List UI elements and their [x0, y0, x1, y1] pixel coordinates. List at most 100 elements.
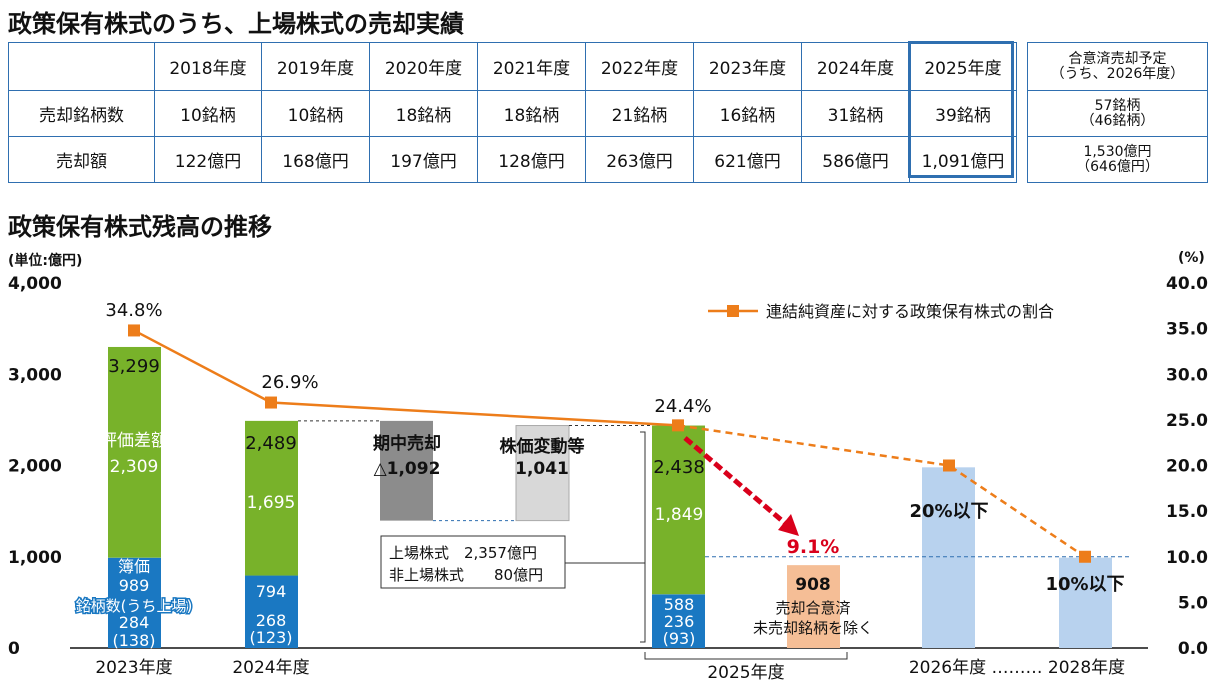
sale-bar [380, 420, 433, 521]
count-2024: 268 [256, 611, 287, 630]
count-listed-2023: (138) [112, 631, 155, 650]
right-tick-label: 20.0 [1166, 457, 1208, 477]
ratio-line-target [677, 424, 1086, 558]
left-tick-label: 2,000 [8, 457, 62, 477]
left-tick-label: 4,000 [8, 274, 62, 294]
book-value-2023: 989 [119, 576, 150, 595]
breakdown-listed: 上場株式 2,357億円 [389, 544, 537, 562]
sale-label: 期中売却 [373, 433, 441, 454]
ratio-label-2023: 34.8% [105, 300, 162, 321]
table-corner [8, 42, 155, 91]
price-value: 1,041 [515, 459, 569, 479]
eval-value-2025: 1,849 [655, 505, 704, 525]
eval-value-2023: 2,309 [110, 457, 159, 477]
right-tick-label: 35.0 [1166, 320, 1208, 340]
count-listed-2024: (123) [249, 628, 292, 647]
count-listed-2025: (93) [663, 629, 696, 648]
table-cell: 263億円 [585, 136, 694, 183]
after-sale-value: 908 [795, 575, 831, 595]
table-cell: 197億円 [369, 136, 478, 183]
total-label-2023: 3,299 [108, 356, 160, 377]
book-bar-2023 [108, 557, 161, 648]
balance-title: 政策保有株式残高の推移 [8, 213, 272, 241]
left-tick-label: 0 [8, 639, 20, 659]
price-label: 株価変動等 [500, 436, 585, 457]
ratio-line-actual [133, 329, 679, 427]
ratio-marker [943, 459, 955, 472]
bracket-2025 [640, 431, 646, 643]
right-tick-label: 0.0 [1178, 639, 1208, 659]
right-tick-label: 30.0 [1166, 365, 1208, 385]
after-sale-bar [787, 565, 840, 648]
eval-label: 評価差額 [100, 431, 168, 451]
table-row: 売却額 122億円 168億円 197億円 128億円 263億円 621億円 … [8, 136, 1017, 183]
table-cell: 39銘柄 [909, 90, 1017, 137]
count-2023: 284 [119, 613, 150, 632]
book-value-2024: 794 [256, 582, 287, 601]
eval-bar-2024 [245, 420, 298, 576]
book-bar-2024 [245, 575, 298, 648]
x-label-2025: 2025年度 [707, 663, 784, 683]
ratio-marker [265, 396, 277, 409]
ratio-marker [672, 419, 684, 432]
count-label: 銘柄数(うち上場) [76, 597, 193, 615]
count-2025: 236 [664, 612, 695, 631]
row-label: 売却銘柄数 [8, 90, 155, 137]
table-cell: 621億円 [693, 136, 802, 183]
target-label-2028: 10%以下 [1045, 574, 1124, 595]
price-change-bar [515, 425, 570, 522]
ratio-label-2025: 24.4% [654, 396, 711, 417]
year-header: 2022年度 [585, 42, 694, 91]
book-value-2025: 588 [664, 595, 695, 614]
eval-bar-2025 [652, 425, 705, 595]
table-cell: 31銘柄 [801, 90, 910, 137]
table-cell: 21銘柄 [585, 90, 694, 137]
left-tick-label: 3,000 [8, 365, 62, 385]
plan-amount: 1,530億円 （646億円） [1027, 136, 1208, 183]
plan-count: 57銘柄 （46銘柄） [1027, 90, 1208, 137]
plan-table: 合意済売却予定 （うち、2026年度） 57銘柄 （46銘柄） 1,530億円 （64… [1027, 42, 1208, 183]
x-bracket-2025 [644, 652, 848, 660]
table-cell: 586億円 [801, 136, 910, 183]
breakdown-unlisted: 非上場株式 80億円 [389, 566, 543, 584]
year-header: 2019年度 [261, 42, 370, 91]
legend-label: 連結純資産に対する政策保有株式の割合 [766, 302, 1054, 321]
table-header-row: 2018年度 2019年度 2020年度 2021年度 2022年度 2023年… [8, 42, 1017, 91]
ratio-marker [1079, 550, 1091, 563]
right-tick-label: 40.0 [1166, 274, 1208, 294]
table-row: 売却銘柄数 10銘柄 10銘柄 18銘柄 18銘柄 21銘柄 16銘柄 31銘柄… [8, 90, 1017, 137]
table-cell: 168億円 [261, 136, 370, 183]
target-bar-2028 [1059, 557, 1112, 648]
target-bar-2026 [922, 467, 975, 648]
x-label-2023: 2023年度 [95, 658, 172, 678]
table-cell: 128億円 [477, 136, 586, 183]
ratio-marker [128, 324, 140, 337]
table-cell: 122億円 [154, 136, 262, 183]
left-tick-label: 1,000 [8, 548, 62, 568]
right-tick-label: 5.0 [1178, 593, 1208, 613]
right-tick-label: 10.0 [1166, 548, 1208, 568]
x-label-2026-2028: 2026年度 ……… 2028年度 [909, 658, 1125, 678]
x-label-2024: 2024年度 [232, 658, 309, 678]
right-axis-unit: (%) [1178, 250, 1205, 266]
after-sale-percent: 9.1% [787, 536, 840, 558]
total-label-2024: 2,489 [245, 433, 297, 454]
reduction-arrow [683, 436, 788, 526]
sales-title: 政策保有株式のうち、上場株式の売却実績 [8, 10, 464, 38]
ratio-label-2024: 26.9% [261, 372, 318, 393]
left-axis-unit: (単位:億円) [8, 253, 83, 269]
book-label: 簿価 [118, 557, 150, 576]
year-header: 2025年度 [909, 42, 1017, 91]
table-cell: 18銘柄 [477, 90, 586, 137]
right-tick-label: 25.0 [1166, 411, 1208, 431]
after-sale-note1: 売却合意済 [775, 599, 850, 617]
eval-value-2024: 1,695 [247, 493, 296, 513]
target-label-2026: 20%以下 [909, 501, 988, 522]
eval-bar-2023 [108, 346, 161, 558]
table-cell: 10銘柄 [154, 90, 262, 137]
reduction-arrow-head [778, 514, 799, 536]
legend-marker [727, 305, 739, 317]
right-tick-label: 15.0 [1166, 502, 1208, 522]
sale-value: △1,092 [374, 459, 441, 479]
